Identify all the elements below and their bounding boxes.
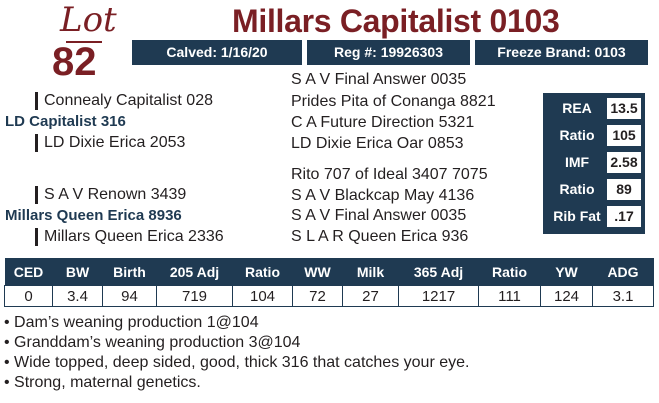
page-title: Millars Capitalist 0103: [232, 3, 560, 39]
pedigree-dam-dam-sire: S A V Final Answer 0035: [291, 207, 467, 224]
epd-value-cell: 104: [232, 285, 293, 307]
epd-header-cell: Ratio: [478, 258, 541, 286]
pedigree-sire-sire-sire: S A V Final Answer 0035: [291, 71, 467, 88]
carcass-row: IMF 2.58: [543, 149, 645, 176]
pedigree-sire-dam-dam: LD Dixie Erica Oar 0853: [291, 135, 464, 152]
epd-value-cell: 111: [478, 285, 541, 307]
carcass-label: IMF: [564, 154, 590, 170]
pedigree-dam-dam-dam: S L A R Queen Erica 936: [291, 228, 469, 245]
epd-value-row: 0 3.4 94 719 104 72 27 1217 111 124 3.1: [4, 285, 654, 307]
pedigree-sire-dam: LD Dixie Erica 2053: [44, 134, 186, 151]
pedigree-bar: [35, 134, 38, 152]
pedigree-sire: LD Capitalist 316: [5, 113, 126, 130]
note-item: • Strong, maternal genetics.: [4, 374, 201, 391]
epd-header-cell: Ratio: [232, 258, 293, 286]
lot-number: 82: [52, 40, 97, 84]
pedigree-bar: [35, 228, 38, 246]
pedigree-dam: Millars Queen Erica 8936: [5, 207, 182, 224]
epd-header-cell: Birth: [102, 258, 157, 286]
carcass-value: 89: [607, 179, 641, 200]
carcass-label: Ratio: [559, 127, 595, 143]
pedigree-bar: [35, 186, 38, 204]
carcass-value: .17: [607, 206, 641, 227]
freeze-brand: Freeze Brand: 0103: [475, 40, 648, 65]
pedigree-dam-sire-sire: Rito 707 of Ideal 3407 7075: [291, 166, 488, 183]
carcass-label: Ratio: [559, 181, 595, 197]
epd-header-cell: WW: [292, 258, 343, 286]
carcass-box: REA 13.5 Ratio 105 IMF 2.58 Ratio 89 Rib…: [543, 93, 645, 234]
epd-header-cell: 365 Adj: [398, 258, 479, 286]
pedigree-dam-sire-dam: S A V Blackcap May 4136: [291, 187, 475, 204]
notes-list: • Dam’s weaning production 1@104 • Grand…: [4, 313, 654, 393]
carcass-row: Rib Fat .17: [543, 203, 645, 230]
epd-header-cell: BW: [52, 258, 103, 286]
epd-header-cell: 205 Adj: [156, 258, 233, 286]
note-item: • Granddam’s weaning production 3@104: [4, 334, 301, 351]
calved-date: Calved: 1/16/20: [132, 40, 302, 65]
carcass-label: REA: [562, 100, 592, 116]
epd-value-cell: 124: [540, 285, 593, 307]
epd-value-cell: 1217: [398, 285, 479, 307]
epd-value-cell: 72: [292, 285, 343, 307]
carcass-label: Rib Fat: [553, 208, 601, 224]
note-item: • Wide topped, deep sided, good, thick 3…: [4, 354, 470, 371]
carcass-row: REA 13.5: [543, 95, 645, 122]
carcass-value: 105: [607, 125, 641, 146]
epd-value-cell: 27: [342, 285, 399, 307]
pedigree-sire-dam-sire: C A Future Direction 5321: [291, 114, 475, 131]
pedigree-sire-sire: Connealy Capitalist 028: [44, 92, 213, 109]
lot-label: Lot: [60, 0, 117, 40]
carcass-value: 13.5: [607, 98, 641, 119]
epd-header-cell: ADG: [592, 258, 654, 286]
pedigree-dam-dam: Millars Queen Erica 2336: [44, 228, 224, 245]
epd-header-cell: YW: [540, 258, 593, 286]
pedigree-bar: [35, 92, 38, 110]
note-item: • Dam’s weaning production 1@104: [4, 314, 259, 331]
carcass-row: Ratio 89: [543, 176, 645, 203]
epd-value-cell: 0: [4, 285, 53, 307]
epd-value-cell: 94: [102, 285, 157, 307]
epd-value-cell: 3.4: [52, 285, 103, 307]
carcass-value: 2.58: [607, 152, 641, 173]
pedigree-dam-sire: S A V Renown 3439: [44, 186, 187, 203]
lot-underline: [66, 41, 102, 43]
epd-header-cell: Milk: [342, 258, 399, 286]
epd-table: CED BW Birth 205 Adj Ratio WW Milk 365 A…: [4, 258, 654, 307]
epd-header-cell: CED: [4, 258, 53, 286]
epd-value-cell: 3.1: [592, 285, 654, 307]
carcass-row: Ratio 105: [543, 122, 645, 149]
epd-header-row: CED BW Birth 205 Adj Ratio WW Milk 365 A…: [4, 258, 654, 286]
registration-number: Reg #: 19926303: [307, 40, 470, 65]
pedigree-sire-sire-dam: Prides Pita of Conanga 8821: [291, 93, 496, 110]
epd-value-cell: 719: [156, 285, 233, 307]
